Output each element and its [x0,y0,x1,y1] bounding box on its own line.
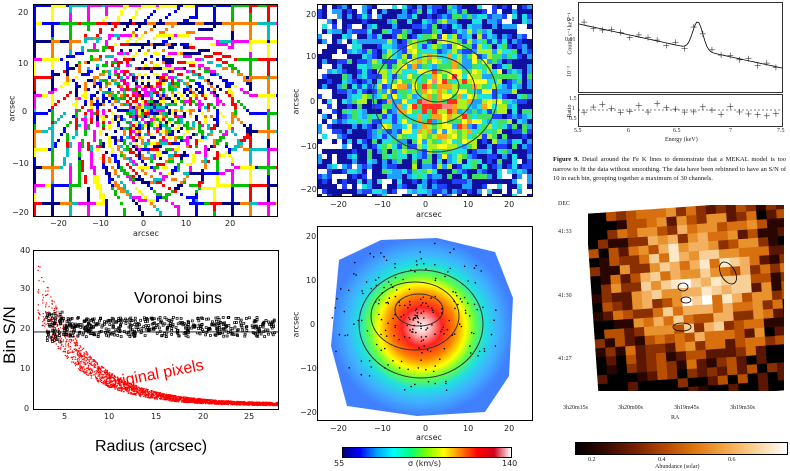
sigma-ytick-20: 20 [306,232,317,241]
sigma-ytick-0: 0 [310,320,316,329]
voronoi-xtick-0: 0 [141,219,147,228]
sigma-xtick-m10: −10 [374,424,391,433]
sigma-map-panel: arcsec 20 10 0 −10 −20 −20 −10 0 10 20 a… [288,222,546,471]
sn-ytick-30: 30 [20,284,31,293]
voronoi-ytick-10: 10 [18,59,29,68]
spectrum-panel: Counts s⁻¹ keV⁻¹ Ratio 0.1 0.01 10⁻³ 1.5… [548,0,790,145]
spectrum-xlabel: Energy (keV) [665,137,698,143]
sn-xtick-25: 25 [244,412,255,421]
voronoi-ytick-m10: −10 [12,159,29,168]
voronoi-ytick-0: 0 [22,107,28,116]
spectrum-xtick-75: 7.5 [777,128,785,134]
sn-xtick-5: 5 [62,412,68,421]
sn-radius-plot [33,265,279,407]
abundance-dec-tick-4130: 41:30 [558,293,572,299]
spectrum-ytick-001: 0.01 [565,37,576,43]
pixel-xtick-10: 10 [463,200,474,209]
sn-ytick-20: 20 [20,324,31,333]
pixel-x-axis-label: arcsec [416,210,442,219]
sigma-xtick-10: 10 [463,424,474,433]
pixel-ytick-10: 10 [306,52,317,61]
voronoi-bins-label: Voronoi bins [134,290,223,307]
pixel-ytick-m20: −20 [300,185,317,194]
sn-ytick-0: 0 [24,404,30,413]
voronoi-x-axis-label: arcsec [133,229,159,238]
spectrum-ytick-01: 0.1 [567,17,575,23]
spectrum-xtick-7: 7 [729,128,732,134]
abundance-ra-label: RA [671,415,680,421]
sn-ytick-40: 40 [20,246,31,255]
sigma-colorbar-label: σ (km/s) [408,459,442,468]
sn-xtick-20: 20 [198,412,209,421]
sigma-ytick-m20: −20 [300,408,317,417]
sigma-ytick-m10: −10 [300,364,317,373]
voronoi-ytick-m20: −20 [12,208,29,217]
spectrum-ytick-1: 1 [572,106,575,112]
abundance-ra-tick-1: 3h20m15s [563,405,589,411]
abundance-ra-tick-4: 3h19m30s [730,405,756,411]
sn-radius-frame [33,250,279,410]
spectrum-ytick-15: 1.5 [569,96,577,102]
sigma-xtick-20: 20 [504,424,515,433]
sn-y-axis-label: Bin S/N [0,306,19,364]
voronoi-xtick-20: 20 [225,219,236,228]
abundance-dec-label: DEC [558,201,570,207]
abundance-colorbar-label: Abundance (solar) [655,464,700,470]
voronoi-xtick-m10: −10 [92,219,109,228]
spectrum-ytick-05: 0.5 [569,116,577,122]
pixel-ytick-20: 20 [306,10,317,19]
sn-xtick-10: 10 [104,412,115,421]
voronoi-xtick-10: 10 [181,219,192,228]
spectrum-xtick-55: 5.5 [574,128,582,134]
sigma-colorbar-min: 55 [334,459,345,468]
sigma-colorbar-max: 140 [502,459,518,468]
pixel-y-axis-label: arcsec [291,88,301,115]
abundance-ra-tick-2: 3h20m00s [618,405,644,411]
pixel-xtick-0: 0 [423,200,429,209]
figure-caption-label: Figure 9. [553,156,580,163]
abundance-colorbar-tick-04: 0.4 [658,457,666,463]
abundance-colorbar-tick-06: 0.6 [728,457,736,463]
abundance-colorbar-tick-02: 0.2 [588,457,596,463]
sigma-y-axis-label: arcsec [291,311,301,338]
pixel-map-frame [317,4,533,197]
sigma-colorbar [342,447,512,458]
pixel-ytick-m10: −10 [300,142,317,151]
sigma-xtick-m20: −20 [330,424,347,433]
voronoi-map-panel: arcsec 20 10 0 −10 −20 −20 −10 0 10 20 a… [0,0,280,240]
sn-xtick-15: 15 [151,412,162,421]
figure-caption: Figure 9. Detail around the Fe K lines t… [553,155,786,184]
sn-radius-panel: 40 30 20 10 0 5 10 15 20 25 Bin S/N Radi… [0,240,290,471]
sn-ytick-10: 10 [20,364,31,373]
abundance-map-panel: DEC 41:33 41:30 41:27 3h20m15s 3h20m00s … [550,195,790,471]
sigma-map [317,226,533,421]
voronoi-xtick-m20: −20 [50,219,67,228]
sigma-x-axis-label: arcsec [416,433,442,442]
spectrum-ylabel-top: Counts s⁻¹ keV⁻¹ [567,12,574,55]
figure-caption-text: Detail around the Fe K lines to demonstr… [553,156,786,183]
spectrum-xtick-65: 6.5 [673,128,681,134]
sn-x-axis-label: Radius (arcsec) [95,438,208,455]
spectrum-ytick-1e-3: 10⁻³ [566,66,573,77]
spectrum-plot [578,2,783,127]
pixel-map-panel: arcsec 20 10 0 −10 −20 −20 −10 0 10 20 a… [288,0,546,230]
pixel-xtick-m10: −10 [374,200,391,209]
sigma-map-frame [317,226,533,421]
abundance-dec-tick-4133: 41:33 [558,229,572,235]
voronoi-y-axis-label: arcsec [7,95,17,122]
abundance-dec-tick-4127: 41:27 [558,356,572,362]
pixel-map [317,4,533,197]
abundance-ra-tick-3: 3h19m45s [674,405,700,411]
sigma-xtick-0: 0 [423,424,429,433]
voronoi-map-frame [33,4,278,217]
abundance-map [588,205,784,391]
voronoi-map [33,4,278,217]
voronoi-ytick-20: 20 [18,8,29,17]
sigma-ytick-10: 10 [306,276,317,285]
pixel-xtick-m20: −20 [330,200,347,209]
spectrum-xtick-6: 6 [627,128,630,134]
pixel-xtick-20: 20 [504,200,515,209]
pixel-ytick-0: 0 [310,97,316,106]
abundance-colorbar [575,442,788,455]
